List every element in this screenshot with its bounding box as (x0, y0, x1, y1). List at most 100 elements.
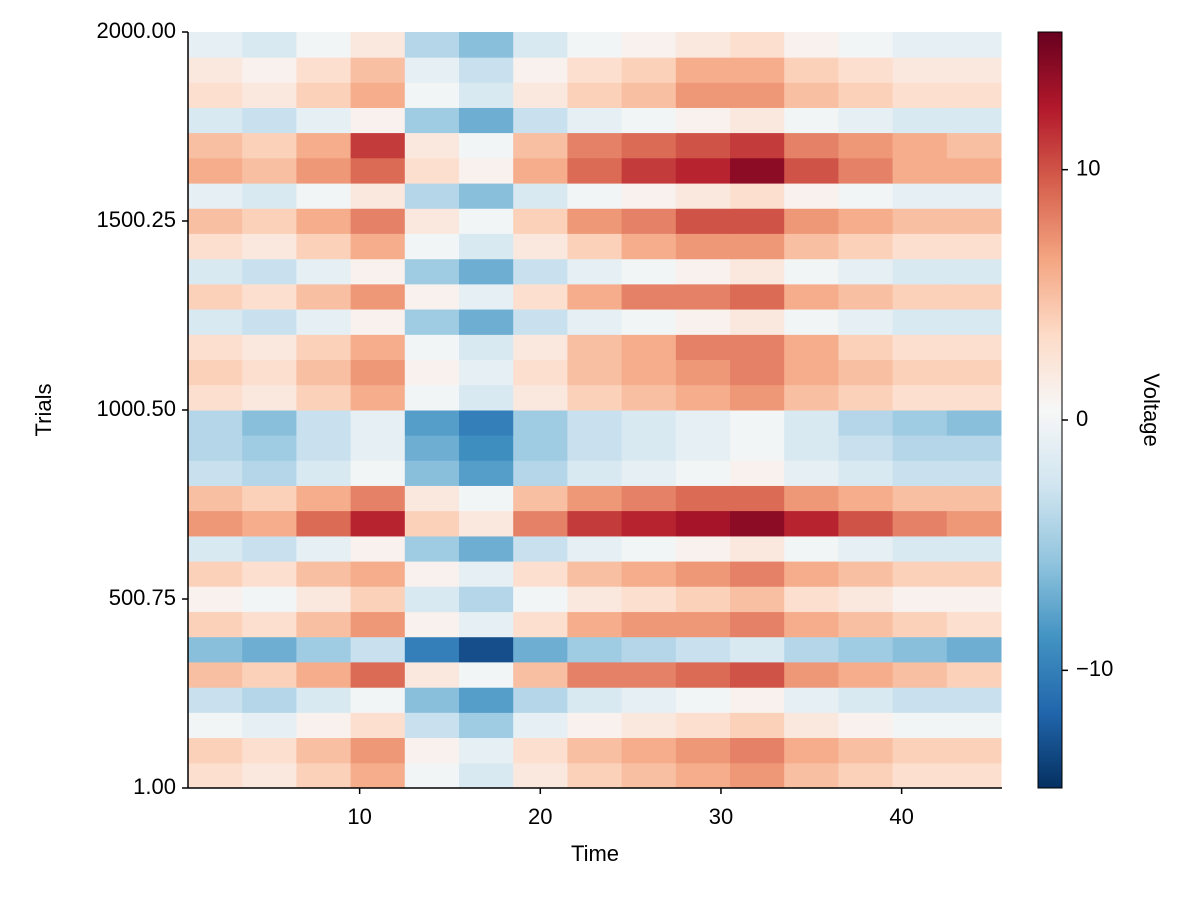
heatmap-cell (946, 762, 1002, 789)
heatmap-cell (730, 661, 785, 688)
heatmap-cell (892, 661, 948, 688)
heatmap-cell (513, 82, 568, 108)
heatmap-cell (513, 57, 568, 83)
heatmap-cell (513, 107, 568, 134)
heatmap-cell (621, 510, 677, 537)
heatmap-cell (296, 107, 352, 134)
heatmap-cell (459, 636, 514, 663)
heatmap-cell (350, 132, 406, 159)
heatmap-cell (404, 157, 460, 184)
heatmap-cell (513, 183, 568, 209)
heatmap-cell (946, 535, 1002, 562)
heatmap-cell (946, 485, 1002, 512)
heatmap-cell (838, 435, 894, 461)
heatmap-cell (892, 359, 948, 386)
heatmap-cell (946, 561, 1002, 587)
heatmap-cell (567, 687, 623, 713)
heatmap-cell (242, 359, 297, 386)
heatmap-cell (675, 233, 731, 260)
heatmap-cell (567, 636, 623, 663)
heatmap-cell (675, 208, 731, 234)
heatmap-cell (730, 208, 785, 234)
heatmap-cell (946, 510, 1002, 537)
colorbar-tick-label: 0 (1076, 406, 1088, 431)
heatmap-cell (892, 157, 948, 184)
heatmap-cell (459, 410, 514, 436)
heatmap-cell (296, 82, 352, 108)
heatmap-cell (350, 762, 406, 789)
y-tick-label: 1500.25 (96, 207, 176, 232)
heatmap-cell (946, 611, 1002, 638)
heatmap-cell (350, 636, 406, 663)
heatmap-cell (946, 410, 1002, 436)
heatmap-cell (838, 611, 894, 638)
heatmap-cell (892, 258, 948, 285)
heatmap-cell (946, 737, 1002, 764)
heatmap-cell (404, 183, 460, 209)
heatmap-cell (296, 208, 352, 234)
heatmap-cell (404, 435, 460, 461)
heatmap-cell (513, 32, 568, 58)
heatmap-cell (567, 661, 623, 688)
heatmap-cell (784, 737, 839, 764)
heatmap-cell (513, 309, 568, 335)
heatmap-cell (296, 132, 352, 159)
heatmap-cell (242, 661, 297, 688)
heatmap-cell (350, 737, 406, 764)
heatmap-cell (513, 460, 568, 486)
heatmap-cell (892, 107, 948, 134)
heatmap-cell (946, 460, 1002, 486)
heatmap-cell (675, 510, 731, 537)
colorbar (1037, 31, 1063, 789)
heatmap-cell (784, 82, 839, 108)
heatmap-cell (621, 460, 677, 486)
heatmap-cell (946, 283, 1002, 310)
heatmap-cell (404, 107, 460, 134)
heatmap-cell (567, 258, 623, 285)
heatmap-cell (296, 32, 352, 58)
heatmap-cell (946, 32, 1002, 58)
heatmap-cell (621, 435, 677, 461)
heatmap-cell (242, 510, 297, 537)
heatmap-cell (784, 359, 839, 386)
heatmap-cell (675, 132, 731, 159)
heatmap-cell (784, 107, 839, 134)
heatmap-cell (296, 485, 352, 512)
heatmap-cell (567, 32, 623, 58)
heatmap-cell (350, 258, 406, 285)
heatmap-cell (350, 183, 406, 209)
heatmap-cell (946, 157, 1002, 184)
heatmap-cell (946, 233, 1002, 260)
heatmap-cell (567, 435, 623, 461)
heatmap-cell (404, 586, 460, 613)
heatmap-cell (513, 334, 568, 361)
heatmap-cell (242, 258, 297, 285)
heatmap-cell (892, 460, 948, 486)
heatmap-cell (838, 661, 894, 688)
heatmap-cell (675, 435, 731, 461)
heatmap-cell (459, 57, 514, 83)
heatmap-cell (459, 132, 514, 159)
heatmap-cell (730, 283, 785, 310)
heatmap-cell (946, 82, 1002, 108)
heatmap-cell (730, 535, 785, 562)
heatmap-cell (730, 586, 785, 613)
heatmap-cell (404, 309, 460, 335)
heatmap-cell (838, 208, 894, 234)
heatmap-cell (296, 611, 352, 638)
heatmap-cell (838, 510, 894, 537)
heatmap-cell (784, 510, 839, 537)
heatmap-cell (242, 611, 297, 638)
heatmap-cell (784, 485, 839, 512)
heatmap-cell (513, 208, 568, 234)
heatmap-cell (242, 384, 297, 411)
heatmap-cell (621, 107, 677, 134)
heatmap-cell (188, 586, 243, 613)
heatmap-cell (730, 32, 785, 58)
colorbar-tick-label: 10 (1076, 155, 1100, 180)
heatmap-cell (946, 183, 1002, 209)
heatmap-cell (513, 535, 568, 562)
heatmap-cell (730, 359, 785, 386)
heatmap-cell (946, 258, 1002, 285)
heatmap-cell (946, 661, 1002, 688)
